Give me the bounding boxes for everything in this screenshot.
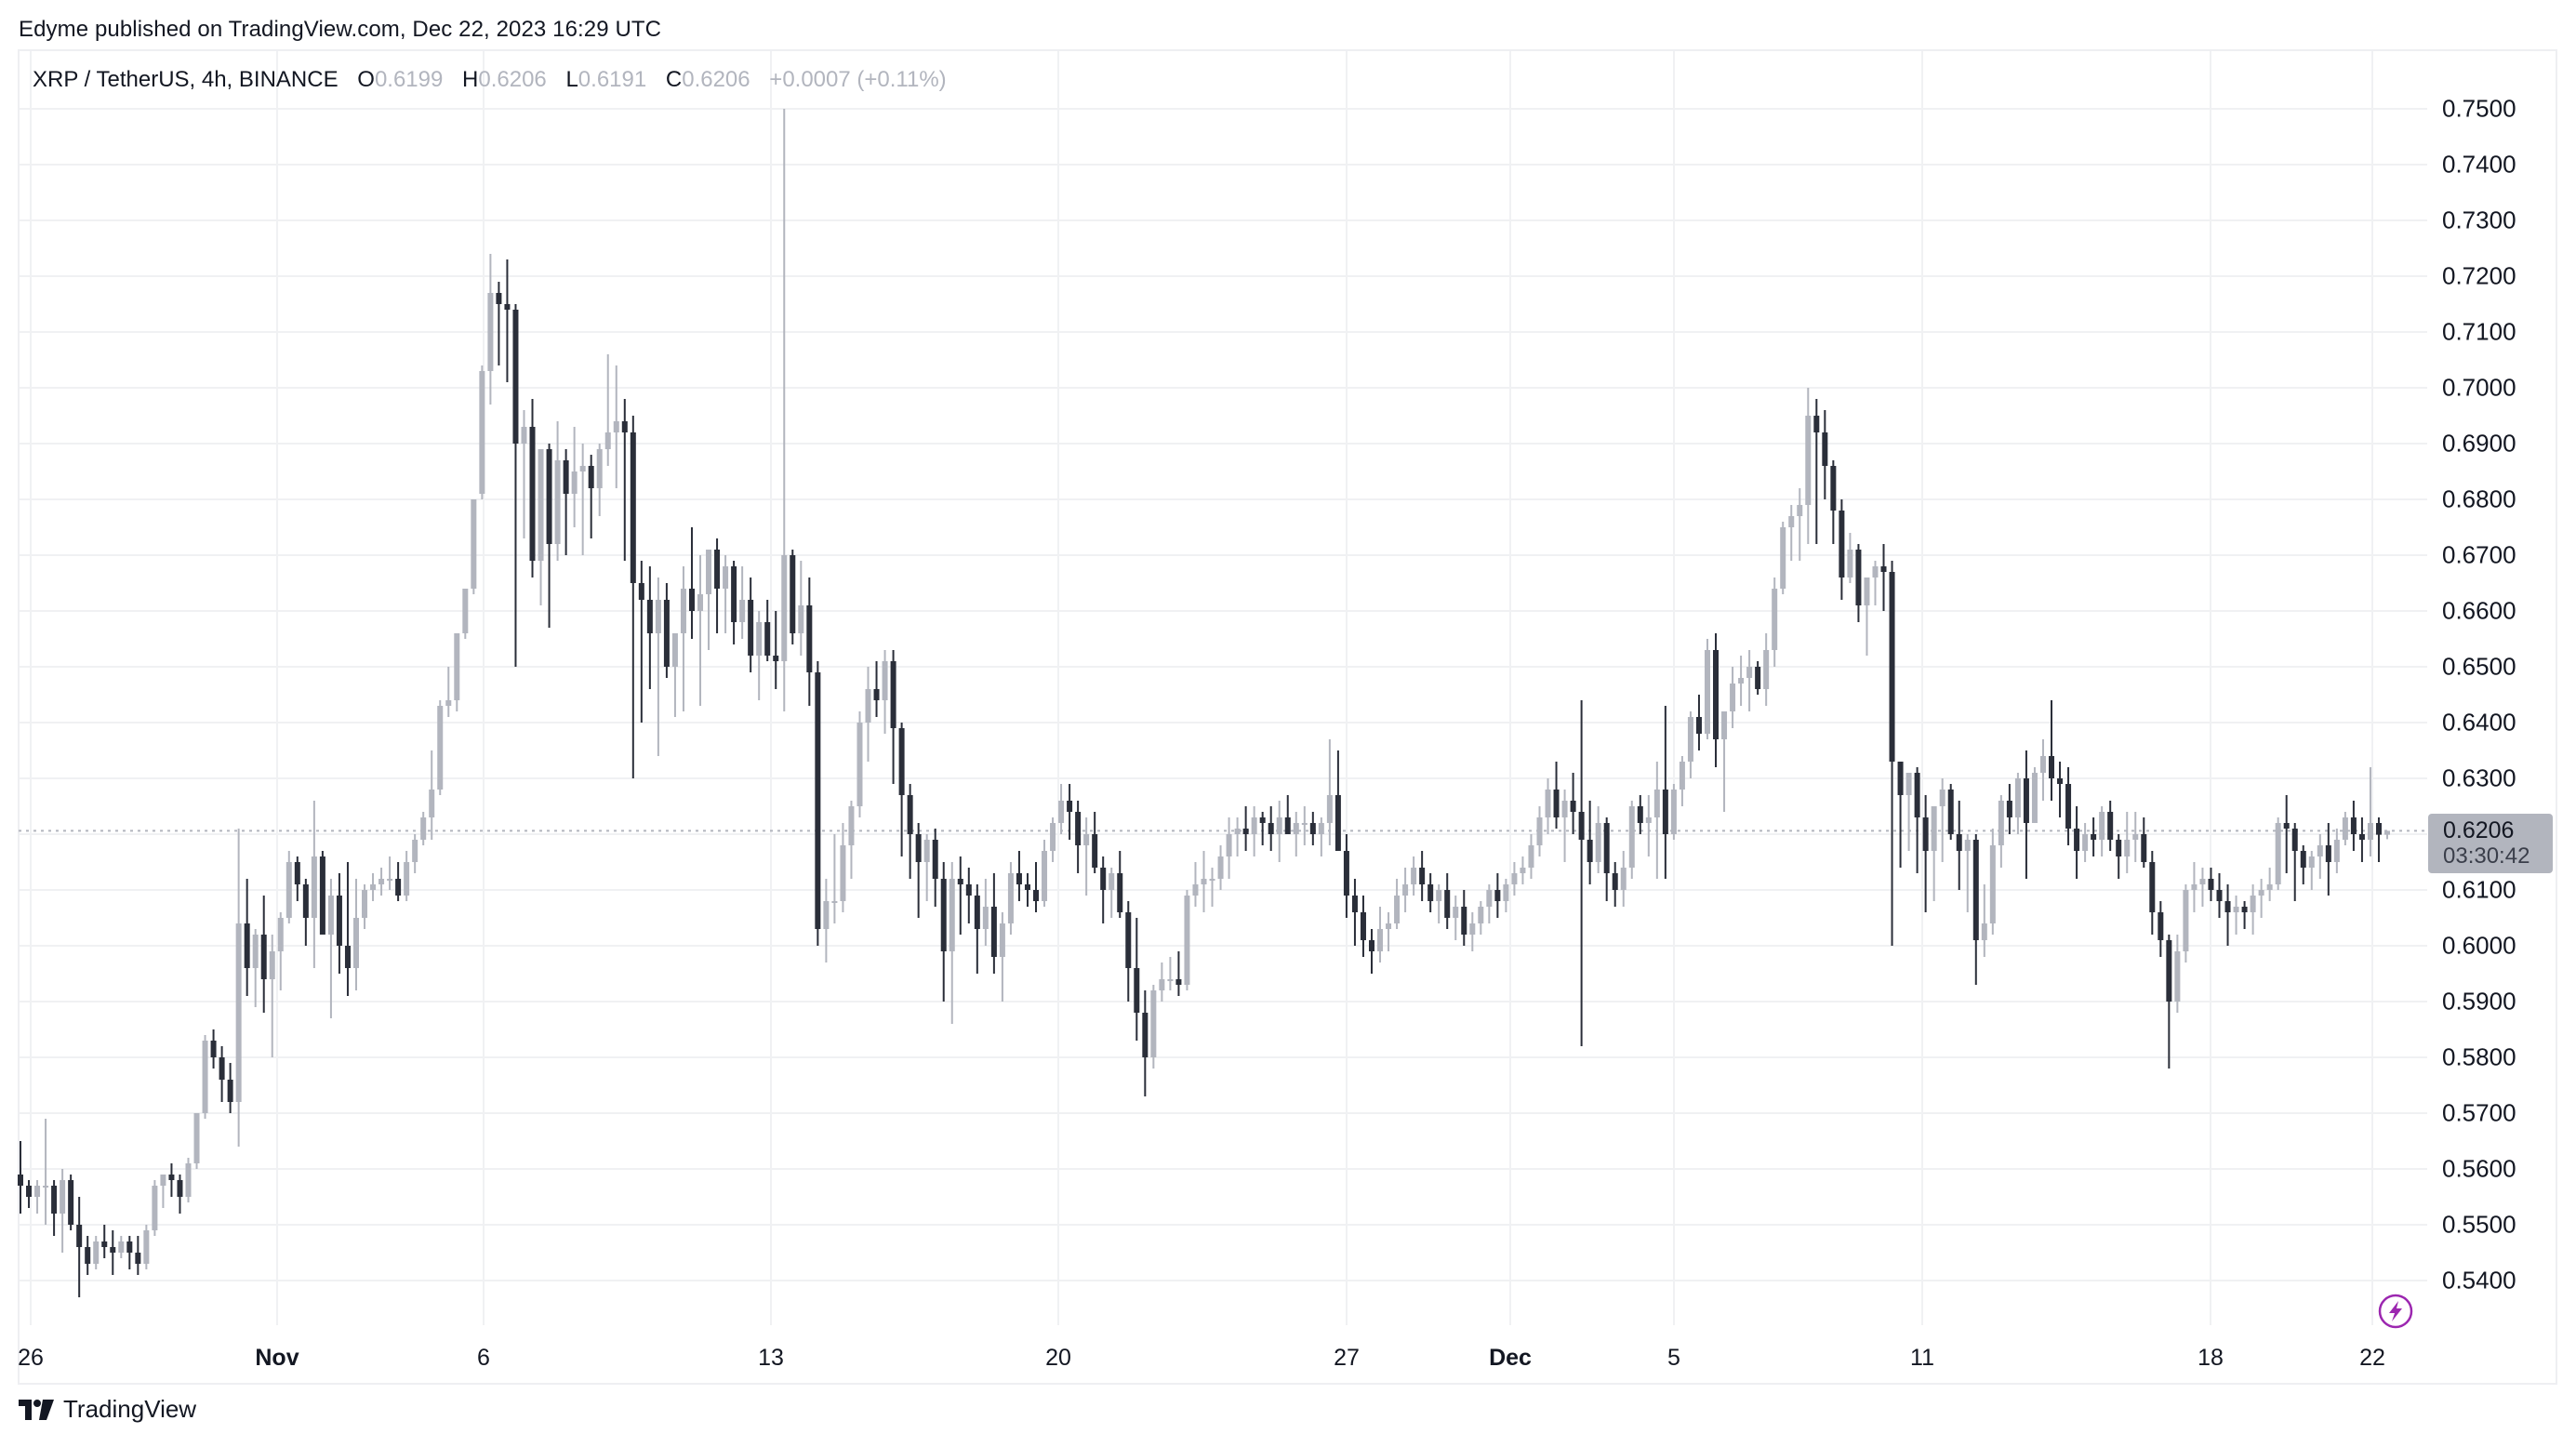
- price-tick-label: 0.5400: [2442, 1266, 2516, 1294]
- price-tick-label: 0.6400: [2442, 708, 2516, 737]
- time-tick-label: 6: [477, 1345, 490, 1371]
- price-tick-label: 0.5900: [2442, 987, 2516, 1016]
- price-tick-label: 0.6700: [2442, 540, 2516, 569]
- low-value: 0.6191: [578, 67, 647, 92]
- time-tick-label: 5: [1667, 1345, 1680, 1371]
- close-value: 0.6206: [682, 67, 750, 92]
- symbol-name: XRP / TetherUS, 4h, BINANCE: [33, 67, 339, 92]
- price-tick-label: 0.5500: [2442, 1210, 2516, 1239]
- price-tick-label: 0.6300: [2442, 763, 2516, 792]
- time-tick-label: 27: [1334, 1345, 1360, 1371]
- change-value: +0.0007 (+0.11%): [769, 67, 947, 92]
- symbol-legend: XRP / TetherUS, 4h, BINANCE O0.6199 H0.6…: [33, 67, 947, 93]
- last-price-value: 0.6206: [2443, 817, 2515, 843]
- price-tick-label: 0.6000: [2442, 931, 2516, 960]
- high-value: 0.6206: [478, 67, 547, 92]
- time-tick-label: 18: [2198, 1345, 2224, 1371]
- vertical-gridlines: [30, 51, 2373, 1325]
- price-tick-label: 0.7500: [2442, 94, 2516, 123]
- candles: [18, 109, 2390, 1297]
- price-tick-label: 0.7100: [2442, 317, 2516, 346]
- price-tick-label: 0.6600: [2442, 596, 2516, 625]
- tradingview-logo-icon: [19, 1399, 54, 1420]
- chart-frame: [18, 49, 2557, 1385]
- time-tick-label: Nov: [255, 1345, 299, 1371]
- publish-line: Edyme published on TradingView.com, Dec …: [19, 17, 662, 42]
- open-value: 0.6199: [374, 67, 444, 92]
- close-label: C: [665, 67, 683, 92]
- price-tick-label: 0.7200: [2442, 261, 2516, 290]
- price-tick-label: 0.7300: [2442, 206, 2516, 234]
- price-tick-label: 0.6500: [2442, 652, 2516, 681]
- lightning-bolt-icon[interactable]: [2377, 1293, 2414, 1330]
- time-tick-label: 13: [758, 1345, 784, 1371]
- tradingview-brand[interactable]: TradingView: [19, 1395, 196, 1424]
- high-label: H: [462, 67, 479, 92]
- price-tick-label: 0.6900: [2442, 429, 2516, 458]
- price-tick-label: 0.6800: [2442, 485, 2516, 513]
- price-tick-label: 0.7000: [2442, 373, 2516, 402]
- price-tick-label: 0.5600: [2442, 1154, 2516, 1183]
- time-tick-label: Dec: [1489, 1345, 1532, 1371]
- bar-countdown: 03:30:42: [2443, 843, 2530, 869]
- price-tick-label: 0.5800: [2442, 1042, 2516, 1071]
- price-tick-label: 0.6100: [2442, 875, 2516, 904]
- time-tick-label: 22: [2359, 1345, 2385, 1371]
- low-label: L: [565, 67, 578, 92]
- time-tick-label: 11: [1910, 1345, 1934, 1371]
- price-tick-label: 0.7400: [2442, 150, 2516, 179]
- brand-name: TradingView: [63, 1395, 197, 1423]
- last-price-tag: 0.6206 03:30:42: [2428, 814, 2553, 873]
- time-tick-label: 26: [18, 1345, 44, 1371]
- horizontal-gridlines: [20, 108, 2427, 1281]
- price-tick-label: 0.5700: [2442, 1098, 2516, 1127]
- open-label: O: [357, 67, 375, 92]
- time-tick-label: 20: [1045, 1345, 1071, 1371]
